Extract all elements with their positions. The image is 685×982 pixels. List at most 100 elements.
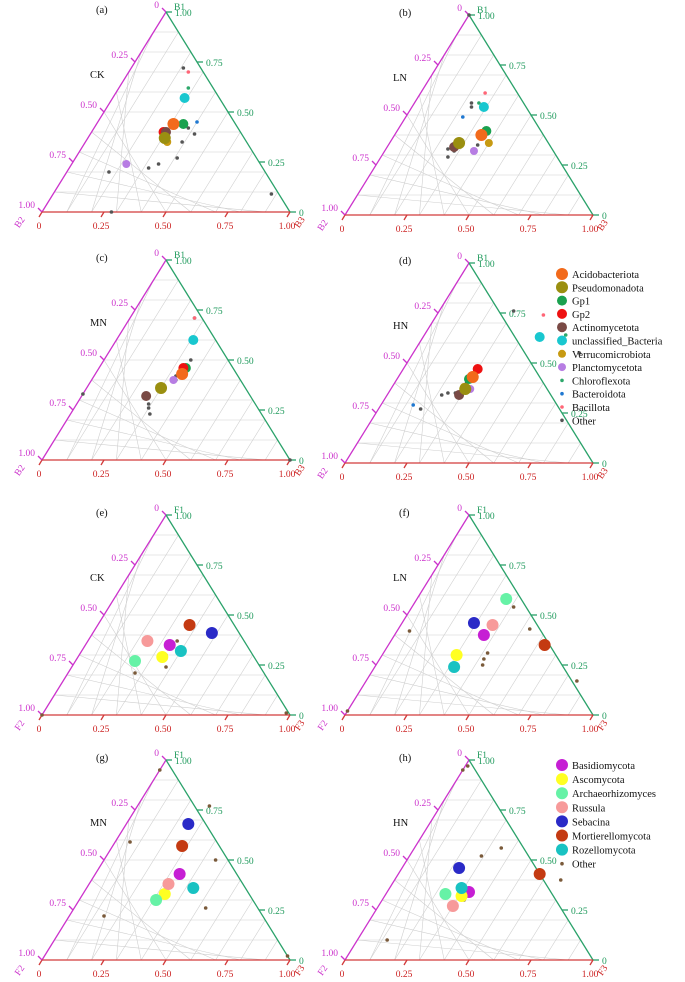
grid-line <box>79 151 216 213</box>
right-tick-label: 1.00 <box>175 757 192 767</box>
data-point-other <box>446 147 450 151</box>
grid-line <box>394 634 494 716</box>
grid-line <box>493 382 544 464</box>
right-tick-label: 0.50 <box>237 109 254 119</box>
data-point-other <box>475 143 480 147</box>
data-point-other <box>461 768 465 772</box>
data-point-other <box>446 155 450 159</box>
grid-line <box>66 674 241 716</box>
data-point-other <box>189 358 193 362</box>
left-axis-title: F2 <box>13 964 27 978</box>
grid-line <box>543 674 569 716</box>
left-tick <box>68 157 74 163</box>
ternary-panel-c: 0 0 0 0.25 0.25 0.25 0.50 0.50 0.50 0.75 0.75 0.75 1… <box>13 249 308 480</box>
left-tick-label: 0.75 <box>352 654 369 664</box>
grid-line <box>394 879 494 961</box>
top-axis-title: F1 <box>477 751 487 761</box>
legend-label-basidiomycota: Basidiomycota <box>572 761 635 772</box>
data-point-other <box>469 101 474 105</box>
data-point-other <box>192 132 197 136</box>
bottom-tick-label: 0.75 <box>520 473 537 483</box>
bottom-tick <box>589 714 594 721</box>
left-tick-label: 0.25 <box>111 799 128 809</box>
grid-line <box>190 379 241 461</box>
legend-label-mortierellomycota: Mortierellomycota <box>572 832 651 843</box>
grid-line <box>382 154 519 216</box>
grid-line <box>103 111 167 213</box>
bottom-tick-label: 0 <box>340 970 345 980</box>
bottom-tick-label: 0.50 <box>458 225 475 235</box>
legend-marker-other <box>560 861 564 866</box>
top-axis-title: B1 <box>174 3 185 13</box>
bacteria-legend: Acidobacteriota Pseudomonadota Gp1 Gp2 Actin… <box>556 268 663 427</box>
left-tick-label: 1.00 <box>321 949 338 959</box>
left-tick <box>130 560 136 566</box>
right-tick-label: 0.50 <box>540 112 557 122</box>
left-tick <box>99 355 105 361</box>
bottom-tick-label: 0.75 <box>520 970 537 980</box>
bottom-tick <box>286 211 291 218</box>
data-point-other <box>146 406 151 410</box>
right-tick-label: 0.75 <box>509 562 526 572</box>
data-point-other <box>345 709 350 713</box>
bottom-tick <box>589 959 594 966</box>
grid-line <box>103 359 167 461</box>
left-tick-label: 0.50 <box>80 101 97 111</box>
data-point-other <box>146 402 151 406</box>
left-tick-label: 0.25 <box>414 302 431 312</box>
left-tick-label: 1.00 <box>18 949 35 959</box>
left-tick <box>464 258 470 264</box>
right-tick-label: 0.25 <box>571 410 588 420</box>
legend-label-acidobacteriota: Acidobacteriota <box>572 270 639 281</box>
left-tick-label: 0.75 <box>352 899 369 909</box>
bottom-tick-label: 0.25 <box>396 225 413 235</box>
bottom-tick <box>465 462 470 469</box>
data-point-other <box>186 126 191 130</box>
grid-line <box>190 634 241 716</box>
grid-line <box>91 131 191 213</box>
bottom-tick-label: 0.75 <box>217 970 234 980</box>
data-point-planctomycetota <box>169 376 178 384</box>
grid-line <box>264 191 278 213</box>
data-point-other <box>499 846 504 850</box>
panel-tag: (e) <box>96 508 108 519</box>
grid-line <box>240 419 266 461</box>
right-tick-label: 1.00 <box>478 12 495 22</box>
right-tick-label: 0.50 <box>540 360 557 370</box>
right-tick-label: 0.50 <box>237 612 254 622</box>
bottom-tick <box>224 459 229 466</box>
grid-line <box>264 939 278 961</box>
data-point-other <box>485 651 490 655</box>
bottom-tick <box>527 462 532 469</box>
bottom-tick-label: 0 <box>37 222 42 232</box>
left-tick-label: 0.75 <box>49 151 66 161</box>
data-point-other <box>158 768 162 772</box>
legend-label-pseudomonadota: Pseudomonadota <box>572 283 644 294</box>
grid-line <box>215 399 254 461</box>
data-point-bacillota <box>192 316 197 320</box>
right-tick-label: 0.75 <box>206 307 223 317</box>
data-point-other <box>175 156 179 160</box>
legend-marker-pseudomonadota <box>556 281 568 294</box>
data-point-other <box>40 713 44 717</box>
bottom-tick <box>341 462 346 469</box>
top-axis-title: F1 <box>174 751 184 761</box>
data-point-other <box>511 309 516 313</box>
left-tick <box>99 610 105 616</box>
right-tick-label: 1.00 <box>478 260 495 270</box>
data-point-other <box>439 393 444 397</box>
data-point-other <box>577 351 582 355</box>
data-point-other <box>203 906 208 910</box>
data-point-other <box>128 840 132 844</box>
bottom-tick-label: 0 <box>37 470 42 480</box>
left-tick-label: 0.25 <box>414 799 431 809</box>
grid-line <box>357 442 569 464</box>
legend-marker-gp2 <box>557 308 567 319</box>
data-point-acidobacteriota <box>176 368 189 380</box>
sample-label: LN <box>393 573 407 584</box>
data-point-basidiomycota <box>173 868 186 880</box>
grid-line <box>468 614 532 716</box>
grid-line <box>54 191 266 213</box>
grid-line <box>382 654 519 716</box>
legend-label-other: Other <box>572 860 596 871</box>
